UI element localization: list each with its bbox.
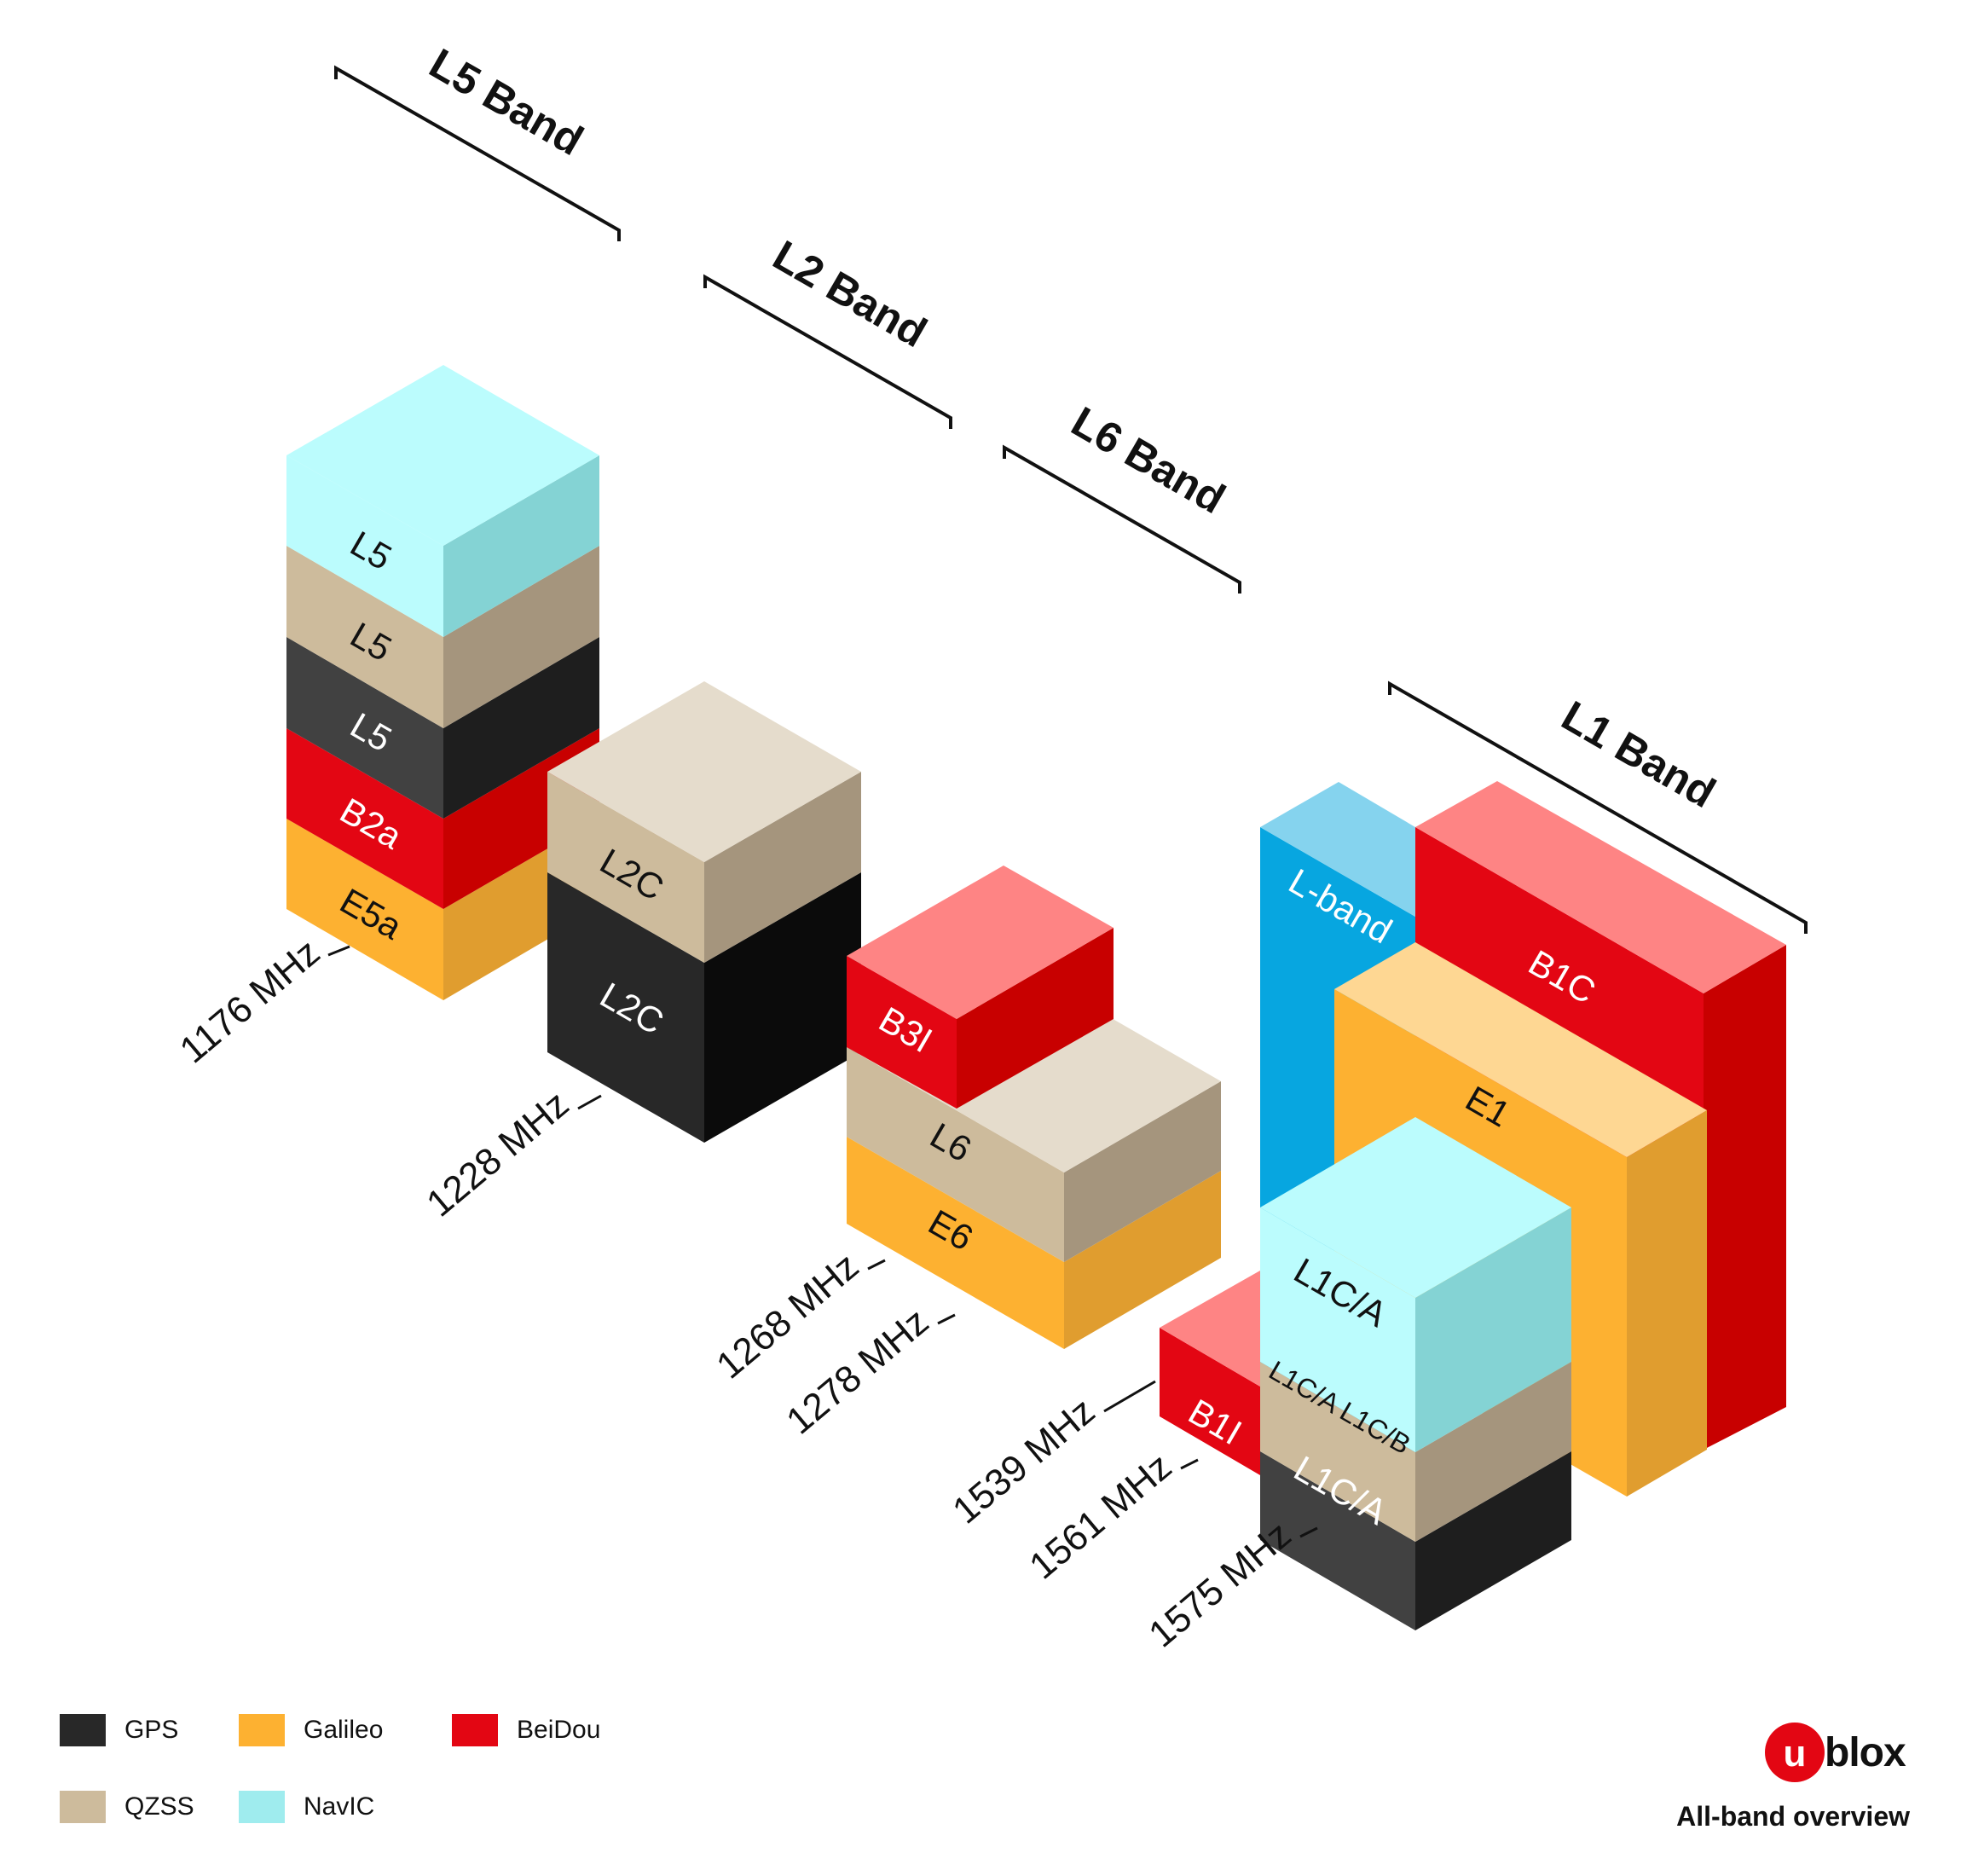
freq-1228: 1228 MHz (419, 1083, 576, 1225)
legend-swatch-navic (239, 1791, 285, 1823)
l6-band-label: L6 Band (1064, 397, 1234, 523)
legend-label-qzss: QZSS (124, 1792, 194, 1821)
legend-item-gps: GPS (60, 1714, 178, 1746)
l5-band-bracket (334, 65, 621, 241)
freq-1176: 1176 MHz (172, 931, 328, 1071)
legend: GPS Galileo BeiDou QZSS NavIC (60, 1714, 742, 1850)
legend-item-navic: NavIC (239, 1791, 374, 1823)
l2-band-bracket (703, 274, 952, 429)
legend-label-galileo: Galileo (304, 1716, 384, 1744)
l2-band-label: L2 Band (766, 231, 935, 356)
l1-band-bracket (1388, 680, 1808, 934)
legend-item-beidou: BeiDou (452, 1714, 600, 1746)
l6-band-bracket (1003, 444, 1241, 593)
l2-stack (547, 681, 861, 1143)
legend-swatch-beidou (452, 1714, 498, 1746)
l1-band-label: L1 Band (1554, 692, 1724, 817)
legend-swatch-galileo (239, 1714, 285, 1746)
ublox-logo-u: u (1783, 1733, 1807, 1775)
legend-label-beidou: BeiDou (517, 1716, 601, 1744)
legend-label-gps: GPS (124, 1716, 179, 1744)
legend-item-qzss: QZSS (60, 1791, 194, 1823)
l1-stack (1160, 781, 1786, 1630)
freq-1575: 1575 MHz (1141, 1514, 1299, 1655)
frequency-leaders (327, 945, 1318, 1538)
diagram-caption: All-band overview (1676, 1801, 1910, 1832)
legend-swatch-qzss (60, 1791, 106, 1823)
ublox-logo-word: blox (1825, 1729, 1906, 1775)
l6-stack (847, 866, 1221, 1349)
l5-band-label: L5 Band (422, 39, 592, 165)
legend-swatch-gps (60, 1714, 106, 1746)
legend-item-galileo: Galileo (239, 1714, 383, 1746)
ublox-logo-mark: u (1765, 1723, 1825, 1782)
legend-label-navic: NavIC (304, 1792, 375, 1821)
ublox-logo: u blox (1765, 1723, 1906, 1782)
